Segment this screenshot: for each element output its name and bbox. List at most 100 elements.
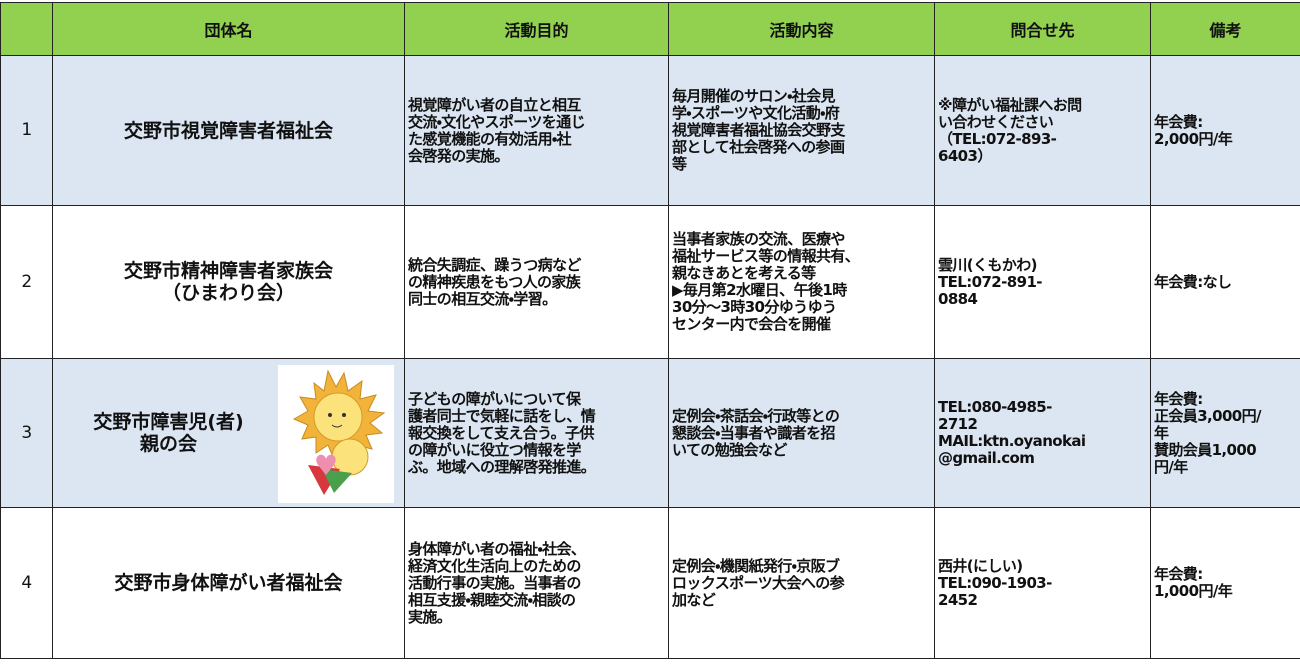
activity-purpose: 身体障がい者の福祉・社会、経済文化生活向上のための活動行事の実施。当事者の相互支… [405,508,669,659]
header-cell: 活動目的 [405,3,669,56]
text-line: いての勉強会など [672,442,931,459]
text-line: 年会費: [1154,566,1297,583]
text-line: 懇談会・当事者や識者を招 [672,425,931,442]
text-line: 報交換をして支え合う。子供 [408,425,665,442]
text-line: 活動行事の実施。当事者の [408,575,665,592]
cell-text: 交野市精神障害者家族会（ひまわり会） [56,260,401,304]
text-line: 親なきあとを考える等 [672,265,931,282]
cell-text: 交野市視覚障害者福祉会 [56,120,401,142]
text-line: 当事者家族の交流、医療や [672,231,931,248]
cell-text: 年会費:なし [1154,274,1297,291]
text-line: TEL:072-891- [938,274,1147,291]
text-line: 子どもの障がいについて保 [408,391,665,408]
organization-name: 交野市身体障がい者福祉会 [53,508,405,659]
cell-text: 当事者家族の交流、医療や福祉サービス等の情報共有、親なきあとを考える等▶毎月第2… [672,231,931,333]
organization-name: 交野市精神障害者家族会（ひまわり会） [53,206,405,359]
sun-illustration [278,365,394,503]
text-line: 相互支援・親睦交流・相談の [408,592,665,609]
row-number: 4 [1,508,53,659]
cell-text: 子どもの障がいについて保護者同士で気軽に話をし、情報交換をして支え合う。子供の障… [408,391,665,476]
text-line: の精神疾患をもつ人の家族 [408,274,665,291]
header-cell: 団体名 [53,3,405,56]
header-cell: 活動内容 [669,3,935,56]
organization-name: 交野市障害児(者)親の会 [53,359,405,508]
header-cell: 問合せ先 [935,3,1151,56]
organization-name: 交野市視覚障害者福祉会 [53,56,405,206]
cell-text: 身体障がい者の福祉・社会、経済文化生活向上のための活動行事の実施。当事者の相互支… [408,541,665,626]
text-line: センター内で会合を開催 [672,316,931,333]
activity-purpose: 子どもの障がいについて保護者同士で気軽に話をし、情報交換をして支え合う。子供の障… [405,359,669,508]
cell-text: 交野市身体障がい者福祉会 [56,572,401,594]
row-number: 3 [1,359,53,508]
text-line: の障がいに役立つ情報を学 [408,442,665,459]
text-line: 交野市視覚障害者福祉会 [56,120,401,142]
text-line: 親の会 [56,433,281,455]
text-line: ロックスポーツ大会への参 [672,575,931,592]
cell-text: 雲川(くもかわ)TEL:072-891-0884 [938,257,1147,308]
text-line: 6403） [938,148,1147,165]
text-line: 護者同士で気軽に話をし、情 [408,408,665,425]
cell-text: 年会費:1,000円/年 [1154,566,1297,600]
text-line: 交流・文化やスポーツを通じ [408,114,665,131]
text-line: TEL:090-1903- [938,575,1147,592]
row-number: 1 [1,56,53,206]
text-line: 年会費:なし [1154,274,1297,291]
text-line: （ひまわり会） [56,282,401,304]
cell-text: 西井(にしい)TEL:090-1903-2452 [938,558,1147,609]
text-line: 交野市障害児(者) [56,411,281,433]
cell-text: 毎月開催のサロン・社会見学・スポーツや文化活動・府視覚障害者福祉協会交野支部とし… [672,88,931,173]
cell-text: 交野市障害児(者)親の会 [56,411,281,455]
text-line: ※障がい福祉課へお問 [938,97,1147,114]
text-line: 視覚障害者福祉協会交野支 [672,122,931,139]
text-line: 西井(にしい) [938,558,1147,575]
text-line: た感覚機能の有効活用・社 [408,131,665,148]
text-line: 交野市身体障がい者福祉会 [56,572,401,594]
text-line: ぶ。地域への理解啓発推進。 [408,459,665,476]
text-line: 2452 [938,592,1147,609]
text-line: 1,000円/年 [1154,583,1297,600]
text-line: TEL:080-4985- [938,399,1147,416]
text-line: 視覚障がい者の自立と相互 [408,97,665,114]
contact-info: 雲川(くもかわ)TEL:072-891-0884 [935,206,1151,359]
text-line: ▶毎月第2水曜日、午後1時 [672,282,931,299]
cell-text: 定例会・機関紙発行・京阪ブロックスポーツ大会への参加など [672,558,931,609]
activity-content: 定例会・機関紙発行・京阪ブロックスポーツ大会への参加など [669,508,935,659]
text-line: 加など [672,592,931,609]
contact-info: 西井(にしい)TEL:090-1903-2452 [935,508,1151,659]
text-line: 定例会・機関紙発行・京阪ブ [672,558,931,575]
text-line: 会啓発の実施。 [408,148,665,165]
cell-text: ※障がい福祉課へお問い合わせください（TEL:072-893-6403） [938,97,1147,165]
text-line: 交野市精神障害者家族会 [56,260,401,282]
text-line: 同士の相互交流・学習。 [408,291,665,308]
text-line: 2,000円/年 [1154,131,1297,148]
text-line: 2712 [938,416,1147,433]
text-line: 雲川(くもかわ) [938,257,1147,274]
text-line: い合わせください [938,114,1147,131]
text-line: 学・スポーツや文化活動・府 [672,105,931,122]
text-line: 部として社会啓発への参画 [672,139,931,156]
text-line: （TEL:072-893- [938,131,1147,148]
text-line: 統合失調症、躁うつ病など [408,257,665,274]
header-cell: 備考 [1151,3,1300,56]
text-line: MAIL:ktn.oyanokai [938,433,1147,450]
header-row: 団体名活動目的活動内容問合せ先備考 [1,3,1300,56]
text-line: 年会費: [1154,391,1297,408]
row-number: 2 [1,206,53,359]
remarks: 年会費:なし [1151,206,1300,359]
activity-purpose: 視覚障がい者の自立と相互交流・文化やスポーツを通じた感覚機能の有効活用・社会啓発… [405,56,669,206]
contact-info: ※障がい福祉課へお問い合わせください（TEL:072-893-6403） [935,56,1151,206]
text-line: 身体障がい者の福祉・社会、 [408,541,665,558]
text-line: 賛助会員1,000 [1154,442,1297,459]
text-line: 円/年 [1154,459,1297,476]
cell-text: 定例会・茶話会・行政等との懇談会・当事者や識者を招いての勉強会など [672,408,931,459]
text-line: 0884 [938,291,1147,308]
text-line: 福祉サービス等の情報共有、 [672,248,931,265]
